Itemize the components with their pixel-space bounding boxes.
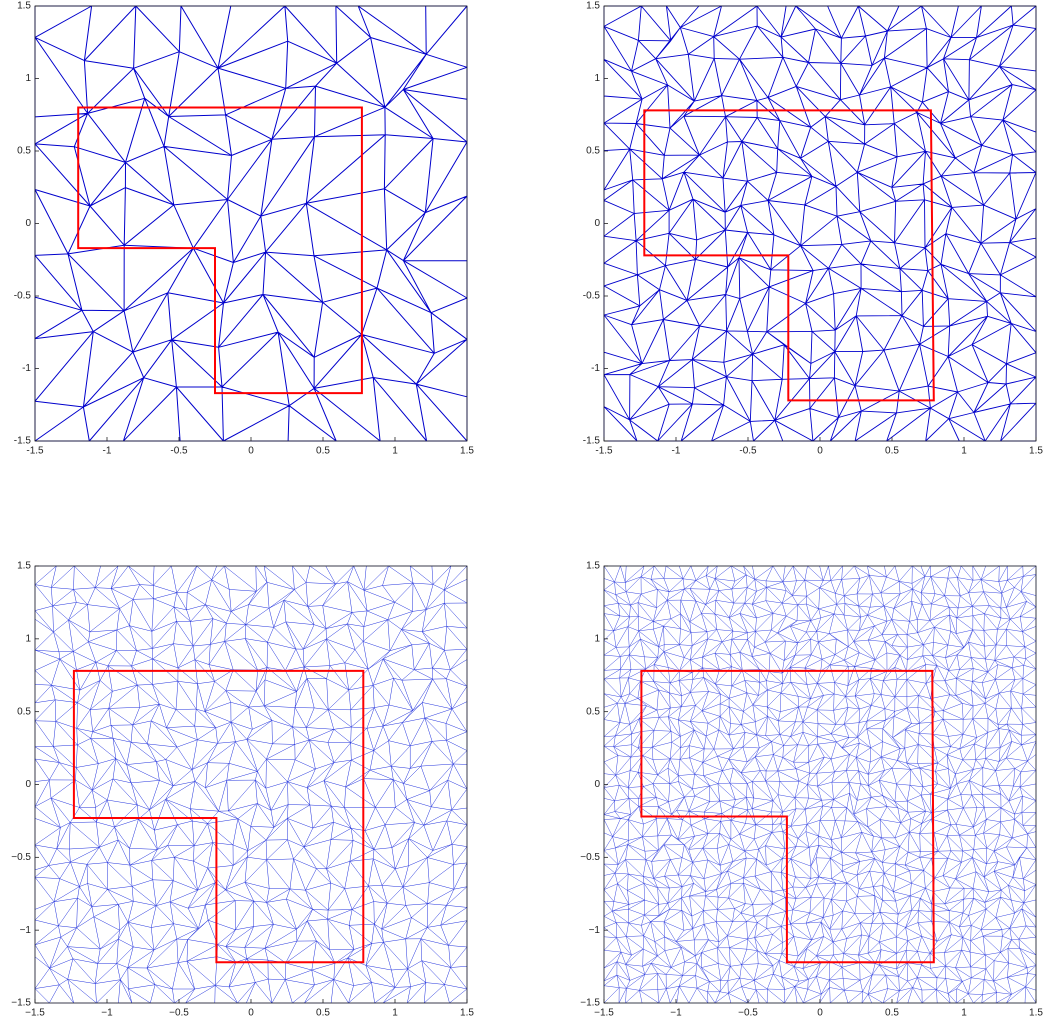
mesh xyxy=(34,565,468,1004)
x-tick-label: 1.5 xyxy=(460,1008,474,1019)
mesh xyxy=(34,5,468,442)
y-tick-label: 1.5 xyxy=(586,1,600,12)
y-tick-label: −1.5 xyxy=(11,998,31,1009)
y-tick-label: 0.5 xyxy=(586,706,600,717)
x-tick-label: −1 xyxy=(101,1008,113,1019)
x-tick-label: 0.5 xyxy=(885,446,899,457)
y-tick-label: −0.5 xyxy=(11,852,31,863)
x-tick-label: -1.5 xyxy=(595,446,613,457)
x-tick-label: 1.5 xyxy=(1029,1008,1043,1019)
x-tick-label: −0.5 xyxy=(738,1008,758,1019)
x-tick-label: −1 xyxy=(670,1008,682,1019)
x-tick-label: 0.5 xyxy=(885,1008,899,1019)
axes-frame xyxy=(34,5,468,442)
x-tick-label: 1 xyxy=(961,446,967,457)
x-tick-label: 0 xyxy=(248,1008,254,1019)
y-tick-label: -1 xyxy=(591,363,600,374)
y-tick-label: −1 xyxy=(589,925,601,936)
y-tick-label: 0 xyxy=(25,779,31,790)
y-tick-label: 0 xyxy=(25,218,31,229)
x-tick-label: 1 xyxy=(961,1008,967,1019)
x-tick-label: −1.5 xyxy=(25,1008,45,1019)
x-tick-label: 0.5 xyxy=(316,1008,330,1019)
x-tick-label: -1 xyxy=(103,446,112,457)
y-tick-label: 1.5 xyxy=(17,1,31,12)
boundary xyxy=(72,669,365,964)
y-tick-label: −1 xyxy=(20,925,32,936)
x-tick-label: 0 xyxy=(248,446,254,457)
x-tick-label: −0.5 xyxy=(169,1008,189,1019)
y-tick-label: −1.5 xyxy=(580,998,600,1009)
y-tick-label: -0.5 xyxy=(14,291,32,302)
y-tick-label: 1 xyxy=(25,73,31,84)
y-tick-label: −0.5 xyxy=(580,852,600,863)
y-tick-label: 1 xyxy=(25,633,31,644)
x-tick-label: 0 xyxy=(817,446,823,457)
y-tick-label: 0.5 xyxy=(586,146,600,157)
mesh xyxy=(603,5,1037,442)
x-tick-label: 0.5 xyxy=(316,446,330,457)
y-tick-label: 0.5 xyxy=(17,146,31,157)
y-tick-label: 0 xyxy=(594,218,600,229)
x-tick-label: 1.5 xyxy=(1029,446,1043,457)
x-tick-label: -1.5 xyxy=(26,446,44,457)
boundary xyxy=(643,109,935,402)
x-tick-label: 1.5 xyxy=(460,446,474,457)
x-tick-label: 1 xyxy=(392,446,398,457)
x-tick-label: -1 xyxy=(672,446,681,457)
y-tick-label: 1 xyxy=(594,73,600,84)
x-tick-label: -0.5 xyxy=(170,446,188,457)
y-tick-label: 1.5 xyxy=(586,561,600,572)
boundary xyxy=(77,106,363,395)
x-tick-label: 1 xyxy=(392,1008,398,1019)
x-tick-label: -0.5 xyxy=(739,446,757,457)
boundary xyxy=(640,669,935,964)
x-tick-label: 0 xyxy=(817,1008,823,1019)
y-tick-label: 1.5 xyxy=(17,561,31,572)
y-tick-label: 1 xyxy=(594,633,600,644)
y-tick-label: -1.5 xyxy=(14,436,32,447)
mesh xyxy=(603,565,1037,1004)
y-tick-label: -1 xyxy=(22,363,31,374)
x-tick-label: −1.5 xyxy=(594,1008,614,1019)
y-tick-label: 0 xyxy=(594,779,600,790)
y-tick-label: -0.5 xyxy=(583,291,601,302)
y-tick-label: 0.5 xyxy=(17,706,31,717)
y-tick-label: -1.5 xyxy=(583,436,601,447)
